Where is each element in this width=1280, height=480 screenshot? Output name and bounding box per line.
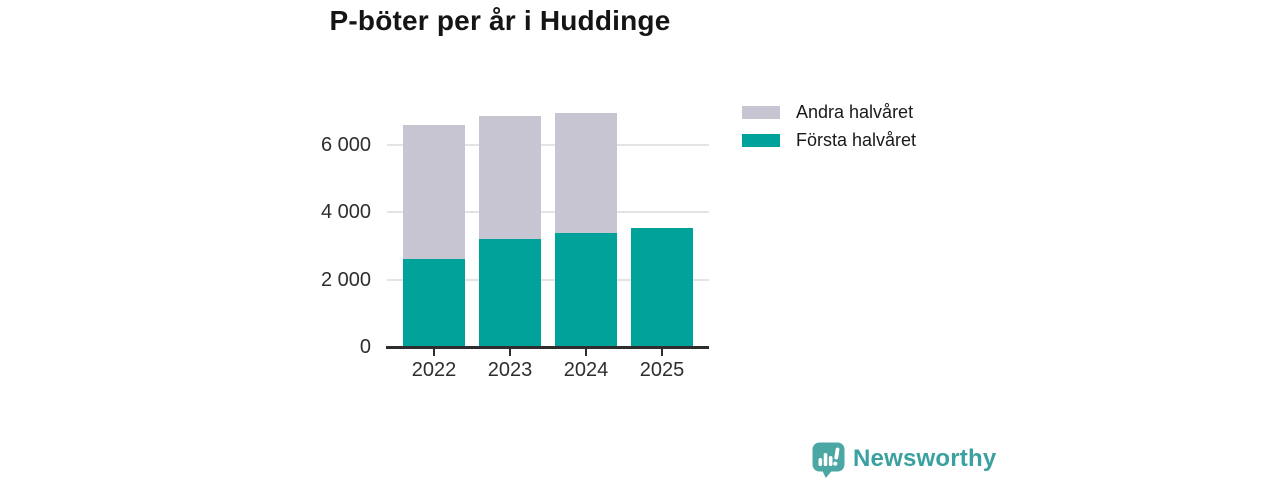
bar-segment-2024-första-halvåret [555, 232, 617, 347]
bar-segment-2025-första-halvåret [631, 227, 693, 347]
legend-item-andra-halvåret: Andra halvåret [742, 103, 916, 122]
x-axis-tick-label-2023: 2023 [487, 359, 533, 381]
x-axis-tick-label-2024: 2024 [563, 359, 609, 381]
x-axis-tick-label-2022: 2022 [411, 359, 457, 381]
gridline-4000 [387, 211, 709, 214]
newsworthy-wordmark: Newsworthy [853, 445, 997, 472]
gridline-6000 [387, 144, 709, 147]
x-axis-tick-2022 [433, 348, 435, 356]
x-axis-tick-2025 [661, 348, 663, 356]
legend-label-första-halvåret: Första halvåret [796, 130, 917, 150]
chart-title: P-böter per år i Huddinge [329, 5, 671, 36]
y-axis-tick-label: 0 [359, 336, 371, 358]
x-axis-tick-2023 [509, 348, 511, 356]
newsworthy-speech-bubble-bar-chart-icon [812, 442, 845, 478]
gridline-2000 [387, 278, 709, 281]
bar-segment-2024-andra-halvåret [555, 113, 617, 233]
legend: Andra halvåret Första halvåret [742, 103, 916, 159]
y-axis-tick-label: 2 000 [320, 268, 371, 291]
plot-area: 0 2 000 4 000 6 000 2022 2023 2024 2025 [321, 110, 709, 381]
x-axis-line [386, 346, 709, 349]
legend-swatch-andra-halvåret [742, 106, 780, 119]
bar-segment-2023-andra-halvåret [479, 116, 541, 240]
bar-segment-2022-andra-halvåret [403, 124, 465, 260]
legend-label-andra-halvåret: Andra halvåret [796, 102, 914, 122]
y-axis-tick-label: 4 000 [320, 201, 371, 224]
bar-segment-2023-första-halvåret [479, 239, 541, 347]
legend-item-första-halvåret: Första halvåret [742, 131, 916, 150]
newsworthy-logo: Newsworthy [812, 442, 996, 478]
x-axis-tick-2024 [585, 348, 587, 356]
legend-swatch-första-halvåret [742, 134, 780, 147]
x-axis-tick-label-2025: 2025 [639, 359, 685, 381]
bar-segment-2022-första-halvåret [403, 259, 465, 347]
y-axis-tick-label: 6 000 [320, 134, 371, 157]
